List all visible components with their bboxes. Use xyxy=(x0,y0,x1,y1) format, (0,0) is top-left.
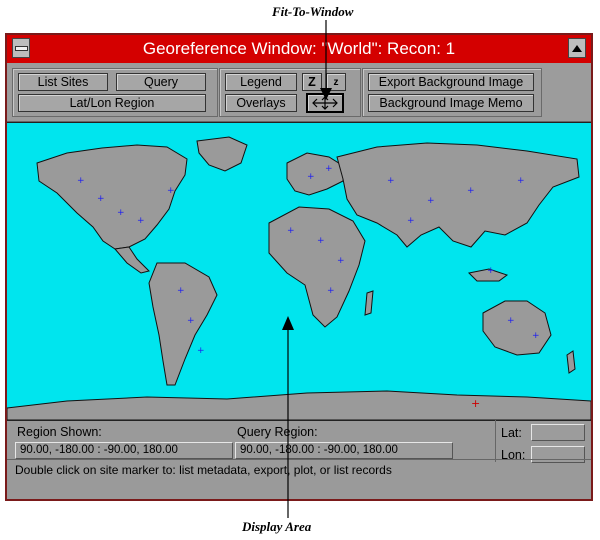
georeference-window: Georeference Window: "World": Recon: 1 L… xyxy=(5,33,593,501)
query-region-field: 90.00, -180.00 : -90.00, 180.00 xyxy=(235,442,453,459)
land-masses xyxy=(7,136,591,420)
zoom-in-button[interactable]: Z xyxy=(302,73,322,91)
lon-label: Lon: xyxy=(501,448,526,462)
site-marker: + xyxy=(427,196,435,206)
toolbar: List Sites Query Lat/Lon Region Legend Z… xyxy=(7,63,591,122)
fit-to-window-button[interactable] xyxy=(306,93,344,113)
display-area-annotation: Display Area xyxy=(242,519,312,534)
world-map[interactable]: + + + + + + + + + + + + + + + + + + + + xyxy=(7,123,591,420)
overlays-button[interactable]: Overlays xyxy=(225,94,297,112)
site-marker: + xyxy=(187,316,195,326)
africa-landmass xyxy=(268,206,366,328)
region-shown-label: Region Shown: xyxy=(17,425,102,439)
minimize-button[interactable] xyxy=(12,38,30,58)
divider xyxy=(495,420,496,462)
madagascar-landmass xyxy=(364,290,374,316)
site-marker: + xyxy=(337,256,345,266)
site-marker: + xyxy=(487,266,495,276)
central-america-landmass xyxy=(114,246,150,274)
export-background-button[interactable]: Export Background Image xyxy=(368,73,534,91)
new-zealand-landmass xyxy=(566,350,576,374)
fit-to-window-annotation: Fit-To-Window xyxy=(272,4,354,19)
view-group: Legend Z z Overlays xyxy=(219,68,361,117)
site-marker: + xyxy=(325,164,333,174)
site-marker: + xyxy=(532,331,540,341)
title-bar: Georeference Window: "World": Recon: 1 xyxy=(7,35,591,63)
site-marker: + xyxy=(507,316,515,326)
fit-to-window-icon xyxy=(312,96,338,110)
site-marker: + xyxy=(117,208,125,218)
site-marker: + xyxy=(327,286,335,296)
greenland-landmass xyxy=(196,136,248,172)
site-marker: + xyxy=(307,172,315,182)
site-marker: + xyxy=(167,186,175,196)
site-marker: + xyxy=(387,176,395,186)
site-marker: + xyxy=(137,216,145,226)
australia-landmass xyxy=(482,300,552,356)
site-marker: + xyxy=(287,226,295,236)
site-query-group: List Sites Query Lat/Lon Region xyxy=(12,68,218,117)
site-marker: + xyxy=(97,194,105,204)
site-marker: + xyxy=(407,216,415,226)
antarctic-site-marker: + xyxy=(471,397,480,410)
lon-field xyxy=(531,446,585,463)
query-button[interactable]: Query xyxy=(116,73,206,91)
region-shown-field: 90.00, -180.00 : -90.00, 180.00 xyxy=(15,442,233,459)
site-marker: + xyxy=(77,176,85,186)
maximize-icon xyxy=(572,45,582,52)
north-america-landmass xyxy=(36,144,188,250)
status-bar: Double click on site marker to: list met… xyxy=(7,459,591,480)
asia-landmass xyxy=(336,142,580,248)
legend-button[interactable]: Legend xyxy=(225,73,297,91)
site-marker: + xyxy=(517,176,525,186)
zoom-out-button[interactable]: z xyxy=(326,73,346,91)
background-image-group: Export Background Image Background Image… xyxy=(362,68,542,117)
map-display-area[interactable]: + + + + + + + + + + + + + + + + + + + + xyxy=(7,122,591,421)
site-markers[interactable]: + + + + + + + + + + + + + + + + + + + + xyxy=(77,164,540,356)
europe-landmass xyxy=(286,152,346,196)
window-title: Georeference Window: "World": Recon: 1 xyxy=(142,39,456,58)
site-marker: + xyxy=(197,346,205,356)
minimize-icon xyxy=(14,45,28,51)
site-marker: + xyxy=(467,186,475,196)
south-america-landmass xyxy=(148,262,218,386)
antarctica-landmass xyxy=(7,390,591,420)
list-sites-button[interactable]: List Sites xyxy=(18,73,108,91)
region-info-panel: Region Shown: 90.00, -180.00 : -90.00, 1… xyxy=(7,420,591,480)
lat-label: Lat: xyxy=(501,426,522,440)
query-region-label: Query Region: xyxy=(237,425,318,439)
indonesia-landmass xyxy=(467,268,509,282)
lat-field xyxy=(531,424,585,441)
maximize-button[interactable] xyxy=(568,38,586,58)
latlon-region-button[interactable]: Lat/Lon Region xyxy=(18,94,206,112)
site-marker: + xyxy=(177,286,185,296)
site-marker: + xyxy=(317,236,325,246)
background-memo-button[interactable]: Background Image Memo xyxy=(368,94,534,112)
